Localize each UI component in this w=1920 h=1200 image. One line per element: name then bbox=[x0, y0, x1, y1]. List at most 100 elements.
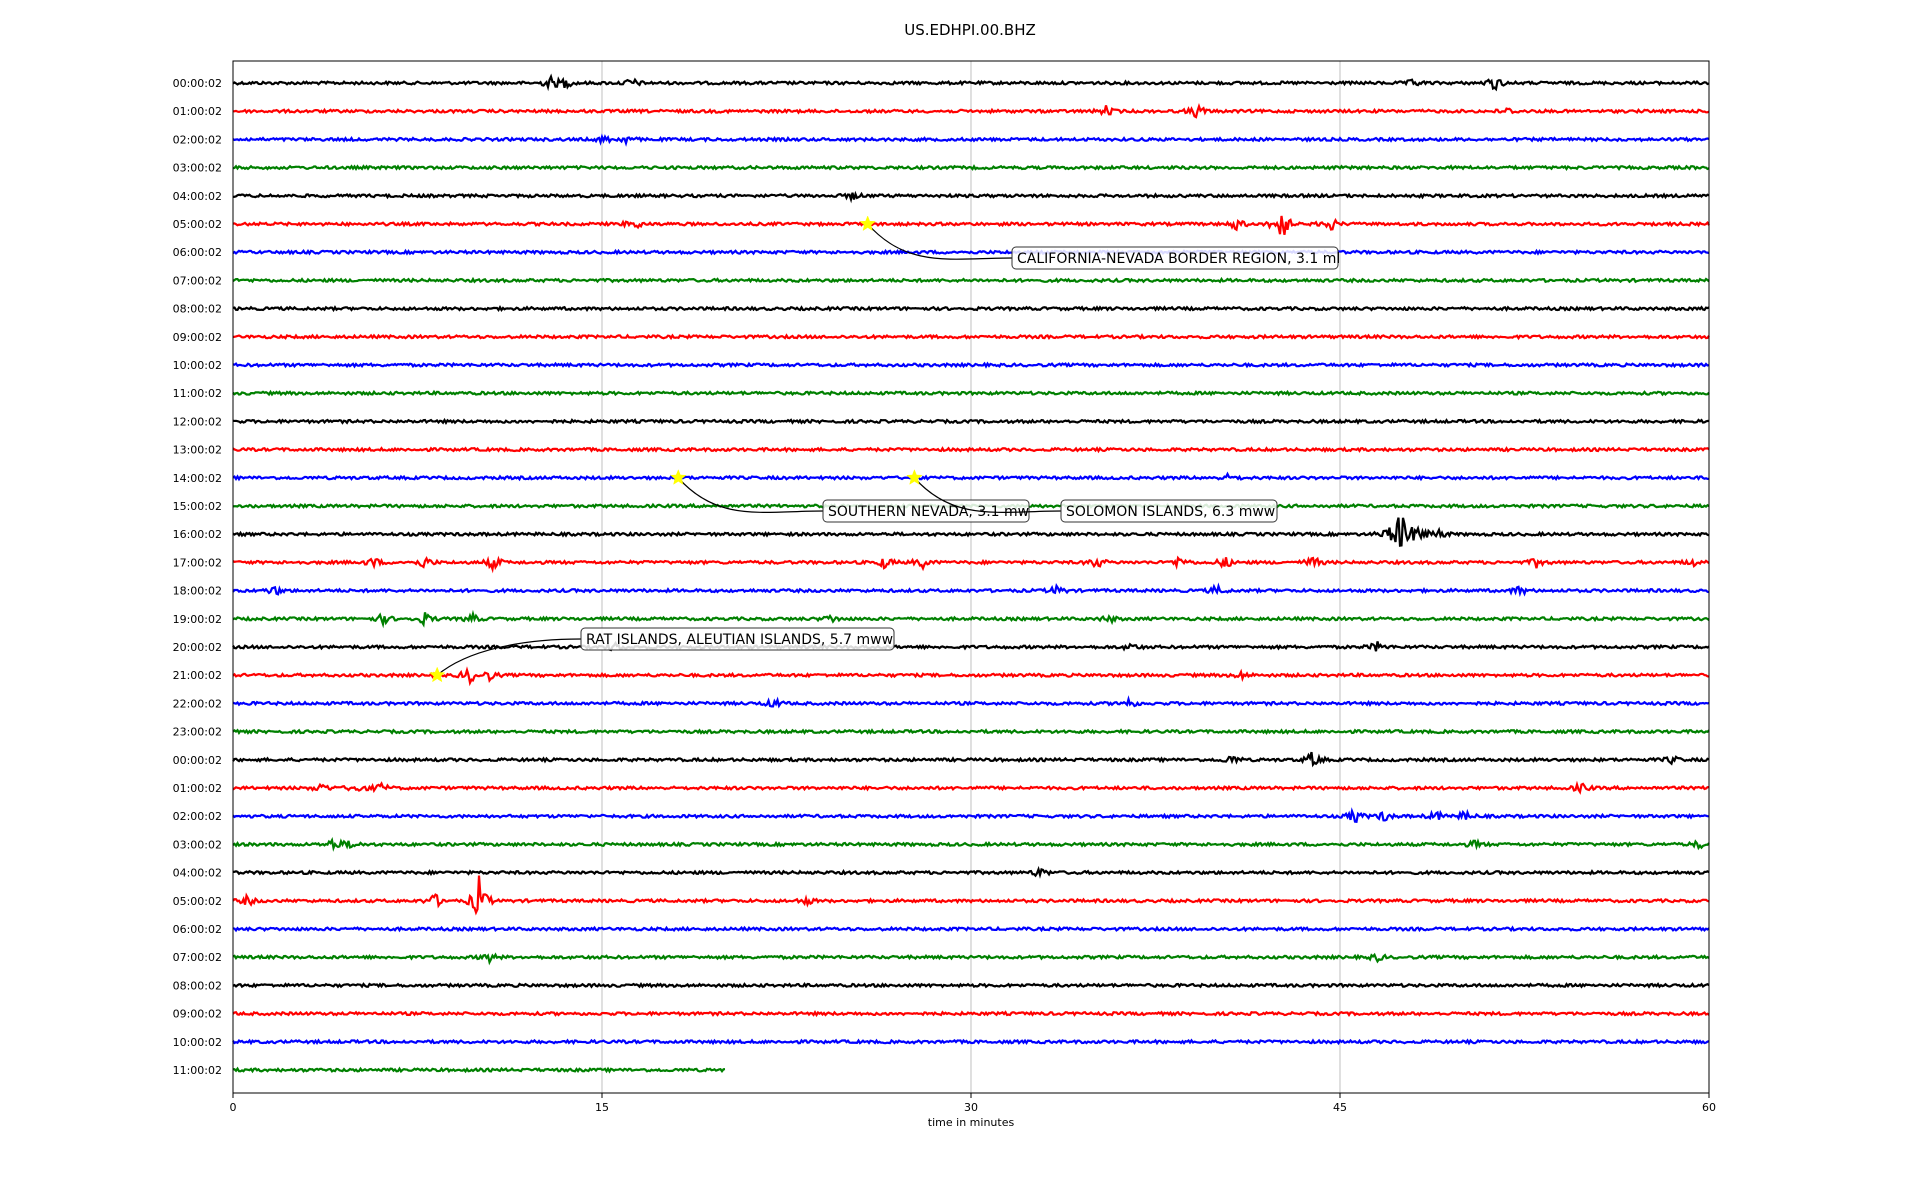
trace-row-6 bbox=[232, 248, 1710, 256]
row-time-labels: 00:00:02 01:00:02 02:00:02 03:00:02 04:00:02… bbox=[173, 77, 222, 1077]
row-label: 23:00:02 bbox=[173, 726, 222, 739]
event-star bbox=[906, 469, 923, 485]
trace-row-9 bbox=[232, 333, 1710, 341]
row-label: 05:00:02 bbox=[173, 218, 222, 231]
row-label: 06:00:02 bbox=[173, 246, 222, 259]
trace-row-22 bbox=[232, 695, 1710, 709]
x-axis-ticks: 0 15 30 45 60 bbox=[230, 1093, 1716, 1114]
trace-row-26 bbox=[232, 807, 1710, 824]
event-label-box bbox=[822, 499, 1030, 523]
row-label: 04:00:02 bbox=[173, 190, 222, 203]
event-connector bbox=[913, 477, 1062, 513]
event-connector bbox=[867, 223, 1013, 260]
row-label: 09:00:02 bbox=[173, 1008, 222, 1021]
trace-row-25 bbox=[232, 780, 1710, 795]
event-star bbox=[859, 215, 876, 232]
row-label: 19:00:02 bbox=[173, 613, 222, 626]
trace-row-35 bbox=[233, 1066, 726, 1074]
row-label: 09:00:02 bbox=[173, 331, 222, 344]
event-connector bbox=[677, 477, 824, 513]
trace-row-32 bbox=[232, 981, 1710, 989]
trace-row-19 bbox=[232, 609, 1710, 629]
row-label: 16:00:02 bbox=[173, 528, 222, 541]
event-label: SOLOMON ISLANDS, 6.3 mww bbox=[1066, 504, 1275, 520]
row-label: 10:00:02 bbox=[173, 359, 222, 372]
row-label: 00:00:02 bbox=[173, 77, 222, 90]
trace-row-5 bbox=[232, 215, 1710, 235]
row-label: 02:00:02 bbox=[173, 133, 222, 146]
row-label: 00:00:02 bbox=[173, 754, 222, 767]
event-star bbox=[670, 469, 687, 485]
x-tick-label: 15 bbox=[595, 1101, 609, 1114]
row-label: 11:00:02 bbox=[173, 1064, 222, 1077]
row-label: 06:00:02 bbox=[173, 923, 222, 936]
trace-row-20 bbox=[232, 640, 1710, 652]
trace-row-4 bbox=[232, 190, 1710, 204]
row-label: 01:00:02 bbox=[173, 782, 222, 795]
row-label: 07:00:02 bbox=[173, 274, 222, 287]
trace-row-10 bbox=[232, 361, 1710, 369]
trace-row-14 bbox=[232, 471, 1710, 482]
x-tick-label: 45 bbox=[1333, 1101, 1347, 1114]
x-tick-label: 0 bbox=[230, 1101, 237, 1114]
row-label: 07:00:02 bbox=[173, 951, 222, 964]
event-label: RAT ISLANDS, ALEUTIAN ISLANDS, 5.7 mww bbox=[586, 632, 893, 648]
trace-row-1 bbox=[232, 102, 1710, 119]
trace-row-28 bbox=[232, 865, 1710, 879]
row-label: 03:00:02 bbox=[173, 838, 222, 851]
trace-row-34 bbox=[232, 1038, 1710, 1046]
event-star bbox=[428, 666, 446, 683]
trace-row-0 bbox=[232, 73, 1710, 92]
trace-row-30 bbox=[232, 925, 1710, 933]
grid-lines bbox=[601, 61, 1341, 1093]
trace-row-23 bbox=[232, 728, 1710, 736]
trace-row-8 bbox=[232, 305, 1710, 313]
chart-title: US.EDHPI.00.BHZ bbox=[904, 21, 1036, 39]
row-label: 13:00:02 bbox=[173, 444, 222, 457]
row-label: 02:00:02 bbox=[173, 810, 222, 823]
trace-row-29 bbox=[232, 875, 1710, 916]
row-label: 18:00:02 bbox=[173, 585, 222, 598]
trace-row-24 bbox=[232, 751, 1710, 768]
event-label-box bbox=[1011, 246, 1339, 270]
trace-row-21 bbox=[232, 666, 1710, 687]
seismogram-traces bbox=[232, 73, 1710, 1074]
event-label: SOUTHERN NEVADA, 3.1 mw bbox=[828, 504, 1029, 520]
trace-row-16 bbox=[232, 517, 1710, 547]
trace-row-33 bbox=[232, 1010, 1710, 1018]
row-label: 15:00:02 bbox=[173, 500, 222, 513]
trace-row-3 bbox=[232, 164, 1710, 172]
x-tick-label: 60 bbox=[1702, 1101, 1716, 1114]
event-label: CALIFORNIA-NEVADA BORDER REGION, 3.1 ml bbox=[1017, 251, 1340, 267]
row-label: 12:00:02 bbox=[173, 415, 222, 428]
row-label: 14:00:02 bbox=[173, 472, 222, 485]
x-tick-label: 30 bbox=[964, 1101, 978, 1114]
row-label: 11:00:02 bbox=[173, 387, 222, 400]
x-axis-label: time in minutes bbox=[928, 1116, 1015, 1129]
event-label-box bbox=[1060, 499, 1278, 523]
row-label: 17:00:02 bbox=[173, 556, 222, 569]
row-label: 08:00:02 bbox=[173, 303, 222, 316]
trace-row-2 bbox=[232, 133, 1710, 147]
trace-row-11 bbox=[232, 389, 1710, 397]
trace-row-18 bbox=[232, 582, 1710, 598]
trace-row-27 bbox=[232, 836, 1710, 852]
row-label: 03:00:02 bbox=[173, 162, 222, 175]
event-connector bbox=[436, 638, 582, 676]
row-label: 22:00:02 bbox=[173, 697, 222, 710]
row-label: 08:00:02 bbox=[173, 979, 222, 992]
event-annotations: CALIFORNIA-NEVADA BORDER REGION, 3.1 ml S… bbox=[428, 215, 1340, 683]
trace-row-12 bbox=[232, 417, 1710, 425]
trace-row-31 bbox=[232, 952, 1710, 966]
event-label-box bbox=[580, 627, 895, 651]
trace-row-17 bbox=[232, 555, 1710, 574]
row-label: 01:00:02 bbox=[173, 105, 222, 118]
trace-row-13 bbox=[232, 446, 1710, 454]
row-label: 20:00:02 bbox=[173, 641, 222, 654]
row-label: 04:00:02 bbox=[173, 867, 222, 880]
row-label: 05:00:02 bbox=[173, 895, 222, 908]
trace-row-7 bbox=[232, 276, 1710, 284]
row-label: 21:00:02 bbox=[173, 669, 222, 682]
row-label: 10:00:02 bbox=[173, 1036, 222, 1049]
